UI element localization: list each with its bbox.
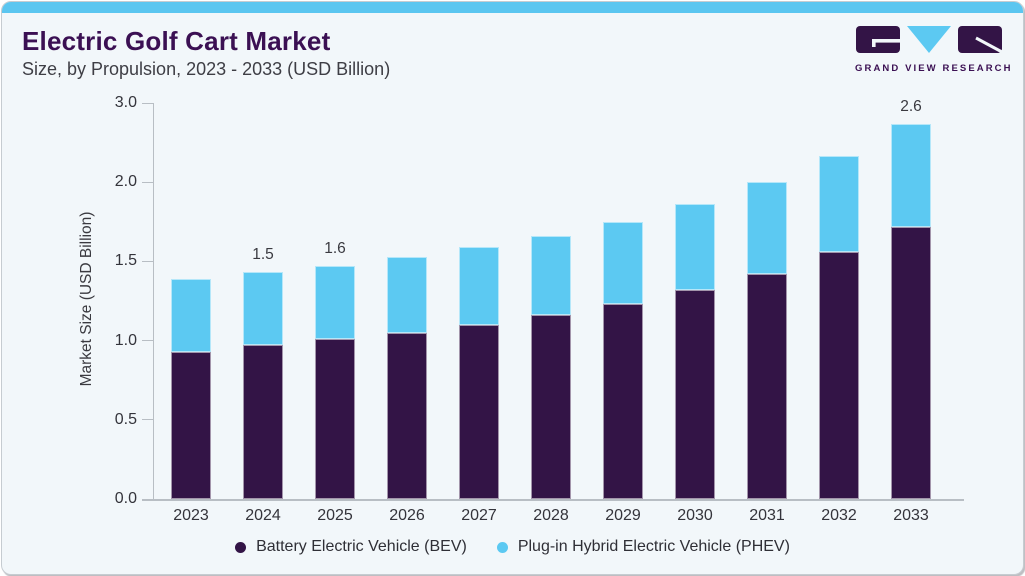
brand-logo: GRAND VIEW RESEARCH xyxy=(855,26,1013,74)
y-tick-2.0 xyxy=(142,181,153,183)
bar-2031-phev xyxy=(747,182,787,275)
y-tick-label-2.0: 2.0 xyxy=(114,173,137,191)
bar-2023-bev xyxy=(171,351,211,499)
logo-text: GRAND VIEW RESEARCH xyxy=(855,63,1013,74)
bar-2024-phev xyxy=(243,272,283,346)
bar-2028-bev xyxy=(531,315,571,499)
y-tick-label-1.0: 1.0 xyxy=(114,331,137,349)
bar-2026-phev xyxy=(387,256,427,333)
x-tick-label-2031: 2031 xyxy=(749,507,785,524)
bar-2027-phev xyxy=(459,247,499,325)
bar-2024-bev xyxy=(243,345,283,499)
bar-2032-bev xyxy=(819,251,859,499)
bar-2026-bev xyxy=(387,332,427,499)
legend-label-phev: Plug-in Hybrid Electric Vehicle (PHEV) xyxy=(517,538,790,555)
bar-2025-phev xyxy=(315,266,355,339)
chart-header: Electric Golf Cart Market Size, by Propu… xyxy=(22,26,390,80)
logo-mark-icon xyxy=(856,26,1003,54)
bar-2031-bev xyxy=(747,274,787,499)
bar-2029-bev xyxy=(603,304,643,499)
x-axis-line xyxy=(142,499,964,501)
chart-subtitle: Size, by Propulsion, 2023 - 2033 (USD Bi… xyxy=(22,59,391,79)
y-axis-line xyxy=(153,103,154,499)
y-axis-title: Market Size (USD Billion) xyxy=(78,211,95,387)
legend-item-phev: Plug-in Hybrid Electric Vehicle (PHEV) xyxy=(496,538,790,556)
y-tick-0.5 xyxy=(142,419,153,421)
bar-2030-phev xyxy=(675,204,715,290)
x-tick-label-2028: 2028 xyxy=(533,507,569,524)
x-tick-label-2024: 2024 xyxy=(245,507,281,524)
y-tick-1.0 xyxy=(142,340,153,342)
x-tick-label-2033: 2033 xyxy=(893,507,929,524)
bar-2025-bev xyxy=(315,339,355,499)
bar-2023-phev xyxy=(171,278,211,352)
bar-2033-bev xyxy=(891,226,931,499)
x-tick-label-2023: 2023 xyxy=(173,507,209,524)
legend: Battery Electric Vehicle (BEV) Plug-in H… xyxy=(2,538,1023,556)
legend-label-bev: Battery Electric Vehicle (BEV) xyxy=(256,538,467,555)
bar-value-label-2025: 1.6 xyxy=(324,240,346,258)
bar-value-label-2033: 2.6 xyxy=(900,98,922,115)
phev-legend-dot-icon xyxy=(496,541,508,553)
y-tick-3.0 xyxy=(142,102,153,104)
bev-legend-dot-icon xyxy=(235,541,247,553)
bar-2029-phev xyxy=(603,221,643,305)
y-tick-label-1.5: 1.5 xyxy=(114,252,137,270)
bar-2028-phev xyxy=(531,236,571,316)
x-tick-label-2027: 2027 xyxy=(461,507,497,524)
bar-2027-bev xyxy=(459,324,499,499)
y-tick-label-3.0: 3.0 xyxy=(114,94,137,111)
x-tick-label-2029: 2029 xyxy=(605,507,641,524)
bar-2030-bev xyxy=(675,289,715,499)
bar-value-label-2024: 1.5 xyxy=(252,246,274,264)
y-tick-label-0.5: 0.5 xyxy=(114,410,137,428)
top-accent-bar xyxy=(2,2,1023,13)
y-tick-0.0 xyxy=(142,498,153,500)
bar-2032-phev xyxy=(819,156,859,252)
y-tick-1.5 xyxy=(142,260,153,262)
legend-item-bev: Battery Electric Vehicle (BEV) xyxy=(235,538,467,556)
page-title: Electric Golf Cart Market xyxy=(22,26,331,56)
x-tick-label-2030: 2030 xyxy=(677,507,713,524)
x-tick-label-2025: 2025 xyxy=(317,507,353,524)
y-tick-label-0.0: 0.0 xyxy=(114,490,137,507)
bar-2033-phev xyxy=(891,124,931,227)
x-tick-label-2026: 2026 xyxy=(389,507,425,524)
x-tick-label-2032: 2032 xyxy=(821,507,857,524)
